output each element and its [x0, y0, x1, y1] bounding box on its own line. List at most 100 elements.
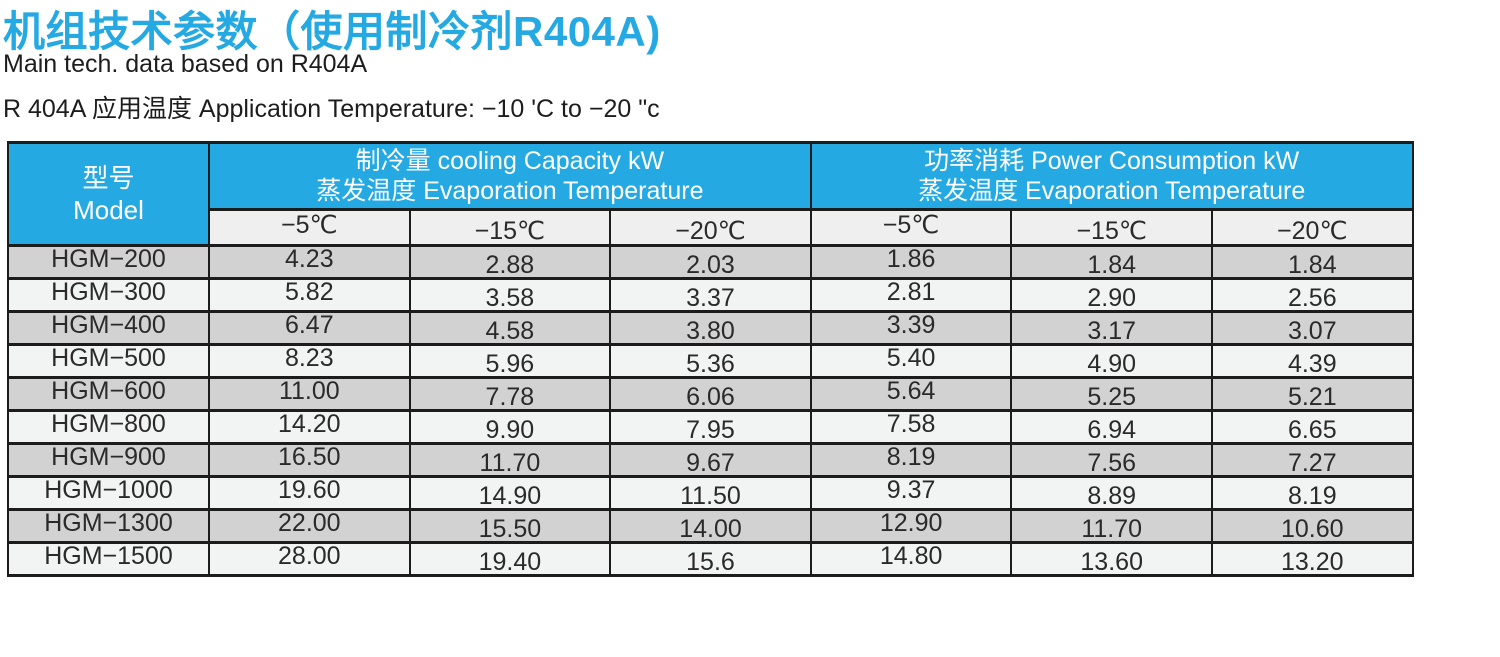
- value-cell-label: 7.95: [686, 415, 735, 444]
- value-cell: 2.90: [1010, 277, 1213, 313]
- model-cell: HGM−500: [7, 343, 210, 379]
- value-cell-label: 11.70: [1081, 514, 1143, 543]
- value-cell-label: 8.89: [1087, 481, 1137, 510]
- value-cell: 2.56: [1210, 277, 1414, 313]
- model-cell: HGM−400: [7, 310, 210, 346]
- value-cell: 1.86: [809, 244, 1013, 280]
- value-cell-label: 1.84: [1287, 250, 1337, 279]
- value-cell-label: 2.56: [1287, 283, 1337, 312]
- model-cell-label: HGM−800: [51, 410, 166, 438]
- temp-column-header: −15℃: [408, 208, 612, 247]
- value-cell-label: 11.70: [479, 448, 541, 477]
- value-cell-label: 19.40: [478, 547, 542, 576]
- table-body: HGM−200 4.23 2.88 2.03 1.86 1.84 1.84 HGM−300 5.…: [7, 244, 1414, 577]
- value-cell: 5.25: [1010, 376, 1213, 412]
- value-cell: 12.90: [809, 508, 1013, 544]
- model-header-zh: 型号: [82, 163, 135, 193]
- value-cell-label: 5.64: [886, 377, 936, 405]
- model-cell: HGM−1500: [7, 541, 210, 577]
- model-cell: HGM−300: [7, 277, 210, 313]
- value-cell: 11.50: [609, 475, 812, 511]
- value-cell: 5.82: [208, 277, 411, 313]
- value-cell-label: 11.00: [278, 377, 340, 405]
- temp-column-header: −20℃: [609, 208, 812, 247]
- value-cell: 9.67: [609, 442, 812, 478]
- value-cell: 14.20: [208, 409, 411, 445]
- value-cell-label: 7.56: [1087, 448, 1137, 477]
- model-cell-label: HGM−1300: [44, 509, 173, 537]
- value-cell-label: 6.47: [284, 311, 334, 339]
- value-cell: 14.90: [408, 475, 612, 511]
- value-cell: 14.80: [809, 541, 1013, 577]
- temp-header-label: −5℃: [281, 210, 338, 239]
- value-cell: 7.58: [809, 409, 1013, 445]
- value-cell-label: 13.60: [1080, 547, 1143, 576]
- value-cell-label: 6.94: [1087, 415, 1137, 444]
- value-cell-label: 4.39: [1287, 349, 1337, 378]
- value-cell-label: 2.03: [686, 250, 735, 279]
- value-cell: 15.50: [408, 508, 612, 544]
- model-column-header: 型号 Model: [7, 141, 210, 247]
- value-cell: 13.60: [1010, 541, 1213, 577]
- value-cell: 3.39: [809, 310, 1013, 346]
- cooling-capacity-line2: 蒸发温度 Evaporation Temperature: [316, 177, 704, 205]
- value-cell: 5.36: [609, 343, 812, 379]
- value-cell: 16.50: [208, 442, 411, 478]
- value-cell: 4.39: [1210, 343, 1414, 379]
- value-cell-label: 6.65: [1287, 415, 1337, 444]
- value-cell-label: 7.27: [1287, 448, 1337, 477]
- power-consumption-line1: 功率消耗 Power Consumption kW: [924, 147, 1300, 175]
- value-cell: 3.80: [609, 310, 812, 346]
- power-consumption-group-header: 功率消耗 Power Consumption kW 蒸发温度 Evaporati…: [809, 141, 1414, 211]
- value-cell: 14.00: [609, 508, 812, 544]
- model-cell-label: HGM−400: [51, 311, 166, 339]
- temp-header-label: −20℃: [1277, 216, 1348, 245]
- value-cell-label: 8.23: [284, 344, 334, 372]
- value-cell: 7.56: [1010, 442, 1213, 478]
- power-consumption-line2: 蒸发温度 Evaporation Temperature: [918, 177, 1306, 205]
- value-cell: 7.95: [609, 409, 812, 445]
- value-cell-label: 4.23: [284, 245, 334, 273]
- model-cell: HGM−600: [7, 376, 210, 412]
- value-cell-label: 5.25: [1087, 382, 1137, 411]
- value-cell-label: 3.37: [686, 283, 735, 312]
- value-cell: 8.19: [809, 442, 1013, 478]
- temp-column-header: −5℃: [809, 208, 1013, 247]
- value-cell: 15.6: [609, 541, 812, 577]
- value-cell-label: 15.6: [686, 547, 735, 576]
- value-cell: 3.58: [408, 277, 612, 313]
- value-cell-label: 9.90: [485, 415, 535, 444]
- value-cell: 1.84: [1210, 244, 1414, 280]
- value-cell-label: 5.36: [686, 349, 735, 378]
- value-cell: 10.60: [1210, 508, 1414, 544]
- temp-column-header: −5℃: [208, 208, 411, 247]
- value-cell: 3.17: [1010, 310, 1213, 346]
- value-cell: 8.89: [1010, 475, 1213, 511]
- value-cell-label: 5.82: [284, 278, 334, 306]
- value-cell-label: 6.06: [686, 382, 735, 411]
- value-cell-label: 14.00: [679, 514, 742, 543]
- model-cell: HGM−800: [7, 409, 210, 445]
- model-cell-label: HGM−900: [51, 443, 166, 471]
- temp-column-header: −20℃: [1210, 208, 1414, 247]
- value-cell: 5.96: [408, 343, 612, 379]
- value-cell-label: 8.19: [1287, 481, 1337, 510]
- value-cell: 6.47: [208, 310, 411, 346]
- value-cell-label: 8.19: [886, 443, 936, 471]
- model-cell: HGM−900: [7, 442, 210, 478]
- temp-column-header: −15℃: [1010, 208, 1213, 247]
- group-header-row: 型号 Model 制冷量 cooling Capacity kW 蒸发温度 Ev…: [7, 141, 1414, 247]
- model-cell: HGM−1000: [7, 475, 210, 511]
- value-cell: 1.84: [1010, 244, 1213, 280]
- value-cell: 4.58: [408, 310, 612, 346]
- model-cell: HGM−200: [7, 244, 210, 280]
- tech-data-table: 型号 Model 制冷量 cooling Capacity kW 蒸发温度 Ev…: [7, 141, 1414, 577]
- table-row: HGM−200 4.23 2.88 2.03 1.86 1.84 1.84: [7, 244, 1414, 280]
- value-cell: 5.40: [809, 343, 1013, 379]
- value-cell-label: 10.60: [1281, 514, 1344, 543]
- model-cell-label: HGM−1500: [44, 542, 173, 570]
- value-cell: 6.06: [609, 376, 812, 412]
- value-cell-label: 4.58: [485, 316, 535, 345]
- value-cell-label: 9.67: [686, 448, 735, 477]
- value-cell-label: 22.00: [278, 509, 341, 537]
